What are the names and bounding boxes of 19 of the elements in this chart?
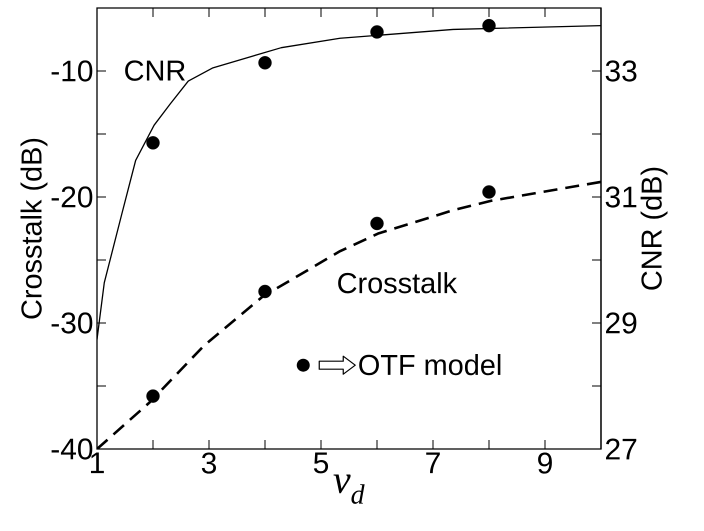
annotation: Crosstalk	[338, 272, 458, 294]
y2-tick-label: 27	[606, 438, 636, 460]
x-tick-label: 7	[426, 452, 440, 474]
y-tick-label: -10	[52, 60, 92, 82]
y2-tick-label: 31	[606, 186, 636, 208]
x-tick-label: 1	[90, 452, 104, 474]
y2-axis-title: CNR (dB)	[640, 168, 668, 290]
y-tick-label: -30	[52, 312, 92, 334]
y-axis-title: Crosstalk (dB)	[20, 138, 48, 319]
legend-label: OTF model	[359, 354, 500, 376]
x-axis-title: ν$_{d}$	[333, 474, 365, 504]
x-tick-label: 3	[202, 452, 216, 474]
x-tick-label: 9	[538, 452, 552, 474]
y-tick-label: -40	[52, 438, 92, 460]
y2-tick-label: 33	[606, 60, 636, 82]
y2-tick-label: 29	[606, 312, 636, 334]
y-tick-label: -20	[52, 186, 92, 208]
annotation: CNR	[125, 60, 185, 81]
x-tick-label: 5	[314, 452, 328, 474]
